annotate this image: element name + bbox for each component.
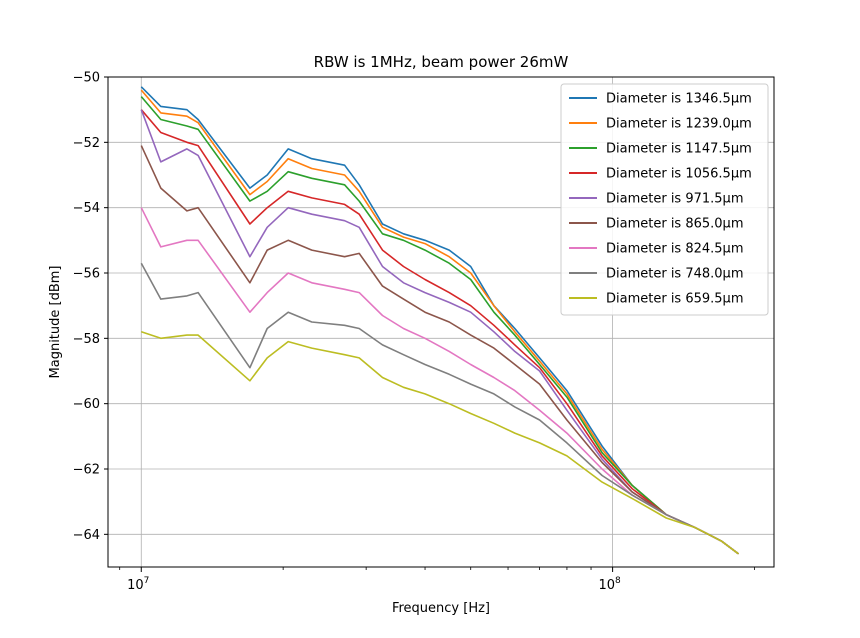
series-layer — [140, 86, 739, 555]
x-tick-label: 108 — [598, 576, 621, 593]
legend-label: Diameter is 1346.5μm — [606, 92, 752, 107]
y-tick-label: −62 — [73, 463, 100, 478]
x-tick-exponent: 7 — [144, 576, 150, 586]
y-axis-label: Magnitude [dBm] — [48, 266, 63, 379]
legend-label: Diameter is 1147.5μm — [606, 142, 752, 157]
chart-title: RBW is 1MHz, beam power 26mW — [314, 53, 569, 71]
x-axis-label: Frequency [Hz] — [392, 601, 490, 616]
y-tick-label: −56 — [73, 267, 100, 282]
series-line — [140, 262, 739, 555]
series-line — [140, 96, 739, 555]
series-line — [140, 109, 739, 555]
legend: Diameter is 1346.5μm Diameter is 1239.0μm… — [560, 83, 769, 316]
legend-box — [560, 83, 769, 316]
series-line — [141, 331, 739, 555]
y-tick-label: −60 — [73, 397, 100, 412]
grid — [108, 76, 774, 567]
legend-label: Diameter is 1056.5μm — [606, 167, 752, 182]
x-tick-exponent: 8 — [615, 576, 621, 586]
series-line — [140, 145, 739, 555]
legend-label: Diameter is 748.0μm — [606, 267, 744, 282]
plot-frame — [107, 76, 775, 568]
x-tick-base: 10 — [127, 578, 144, 593]
x-tick-base: 10 — [598, 578, 615, 593]
y-tick-label: −64 — [73, 528, 100, 543]
x-tick-label: 107 — [127, 576, 149, 593]
y-tick-label: −58 — [73, 332, 100, 347]
y-tick-label: −54 — [73, 201, 100, 216]
legend-label: Diameter is 824.5μm — [606, 242, 744, 257]
legend-label: Diameter is 659.5μm — [606, 292, 744, 307]
legend-label: Diameter is 971.5μm — [606, 192, 744, 207]
legend-label: Diameter is 865.0μm — [606, 217, 744, 232]
y-tick-label: −52 — [73, 136, 100, 151]
legend-label: Diameter is 1239.0μm — [606, 117, 752, 132]
y-tick-label: −50 — [73, 71, 100, 86]
